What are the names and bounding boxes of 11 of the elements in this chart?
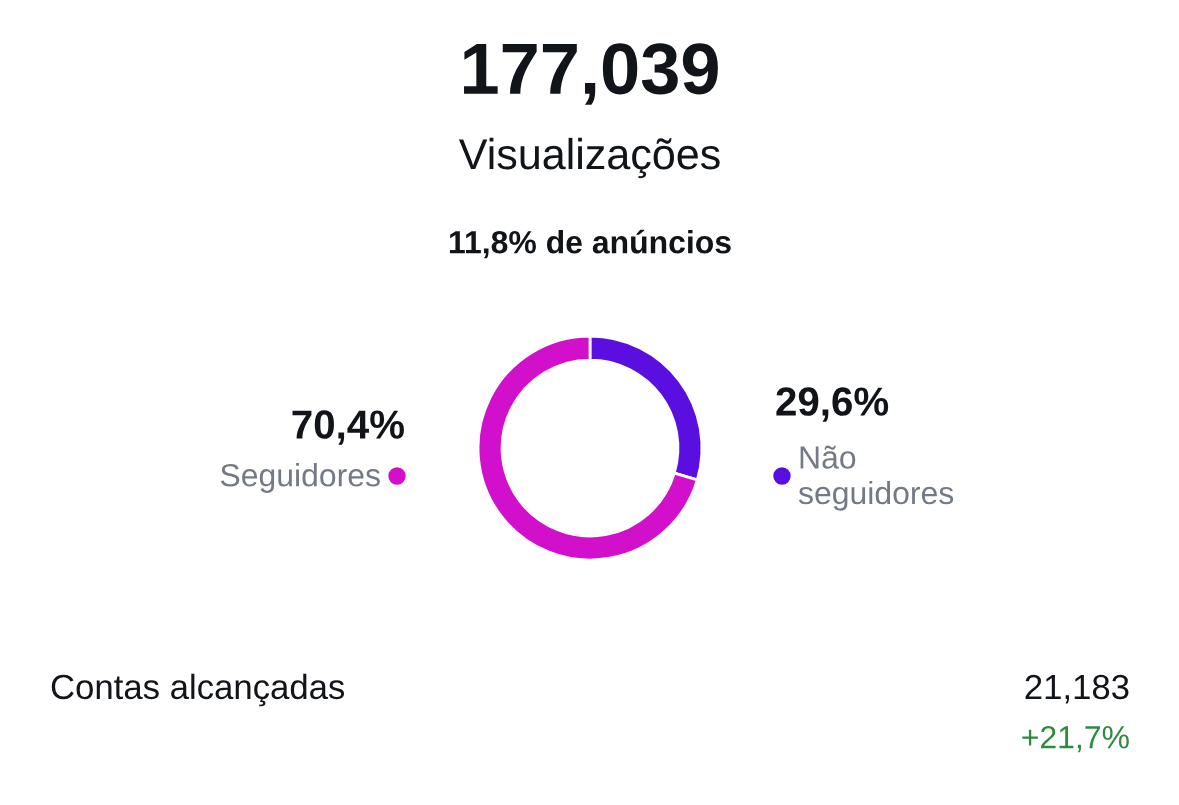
text: 21,183 [1025, 674, 1129, 704]
data-label: 29,6% [776, 387, 889, 422]
data-label: 70,4% [292, 410, 404, 445]
slice-label: Seguidores [220, 463, 380, 493]
chart-title: 177,039 [464, 43, 718, 105]
text: Contas alcançadas [51, 673, 345, 707]
legend-label: Não seguidores [798, 445, 954, 511]
chart-subtitle: Visualizações [458, 137, 720, 179]
donut-slice [476, 334, 699, 562]
text: 11,8% de anúncios [449, 229, 731, 259]
text: +21,7% [1022, 725, 1129, 753]
